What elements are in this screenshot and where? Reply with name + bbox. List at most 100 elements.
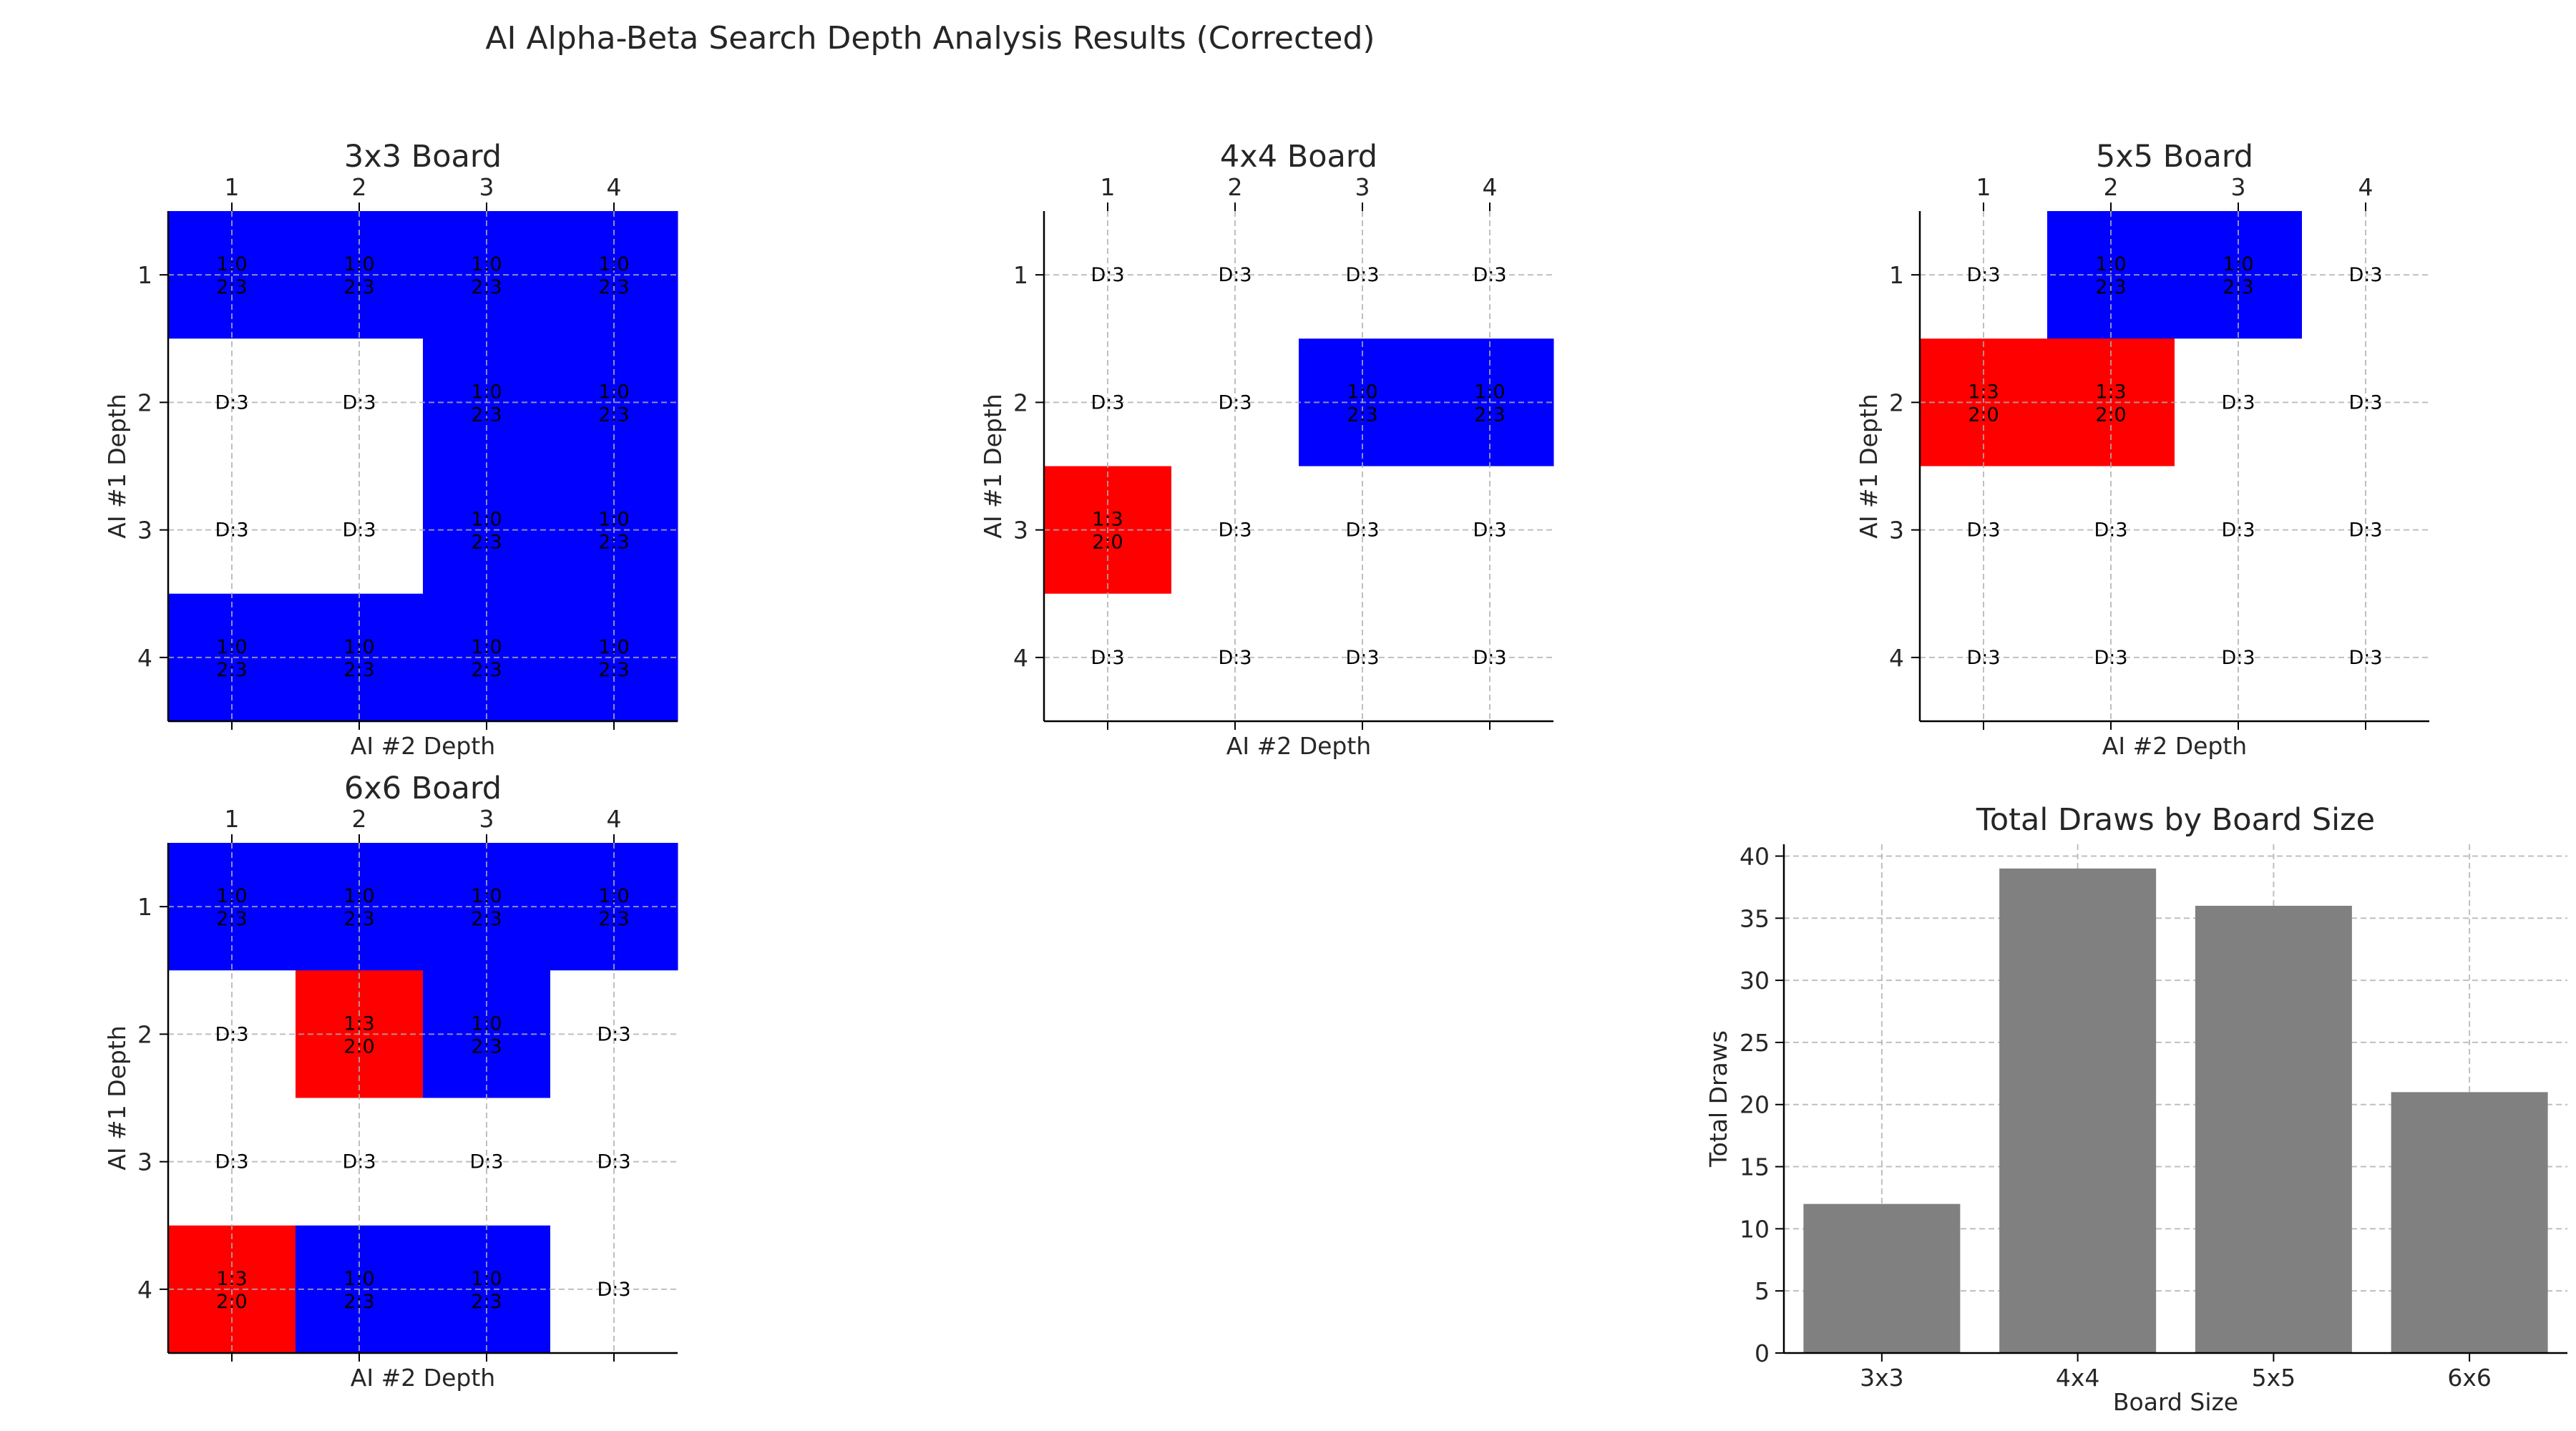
y-tick-label: 3 xyxy=(1889,517,1904,544)
y-tick-label: 3 xyxy=(1013,517,1028,544)
cell-label: D:3 xyxy=(469,1151,503,1173)
charts-group: 1:02:31:02:31:02:31:02:3D:3 D:3 1:02:31:02… xyxy=(103,139,2567,1416)
x-tick-label: 3x3 xyxy=(1860,1364,1904,1392)
cell-label: D:3 xyxy=(1345,264,1379,286)
cell-label: 2:3 xyxy=(471,1291,502,1313)
y-axis-label: AI #1 Depth xyxy=(1855,394,1883,538)
cell-label: 2:3 xyxy=(343,659,374,681)
cell-label: D:3 xyxy=(597,1023,630,1045)
cell-label: 1:0 xyxy=(216,885,247,907)
cell-label: D:3 xyxy=(1218,391,1252,414)
cell-label: 1:0 xyxy=(598,636,629,658)
heatmap-panel-4: 1:02:31:02:31:02:31:02:3D:3 1:32:01:02:3D… xyxy=(103,771,678,1392)
y-tick-label: 35 xyxy=(1740,904,1770,932)
cell-label: D:3 xyxy=(2348,264,2382,286)
cell-label: D:3 xyxy=(1966,519,2000,542)
heatmap-panel-1: 1:02:31:02:31:02:31:02:3D:3 D:3 1:02:31:02… xyxy=(103,139,678,760)
y-tick-label: 20 xyxy=(1740,1091,1770,1119)
cell-label: D:3 xyxy=(1345,519,1379,542)
y-tick-label: 1 xyxy=(137,893,152,921)
cell-label: D:3 xyxy=(342,391,376,414)
cell-label: D:3 xyxy=(1091,647,1124,669)
y-tick-label: 2 xyxy=(137,389,152,416)
cell-label: 1:0 xyxy=(471,381,502,403)
cell-label: D:3 xyxy=(215,391,248,414)
cell-label: 2:0 xyxy=(2095,404,2126,426)
cell-label: D:3 xyxy=(2094,519,2127,542)
cell-label: D:3 xyxy=(597,1151,630,1173)
cell-label: 1:0 xyxy=(343,253,374,275)
y-tick-label: 15 xyxy=(1740,1153,1770,1181)
cell-label: 2:3 xyxy=(471,276,502,298)
x-tick-label: 4 xyxy=(607,805,622,833)
cell-label: D:3 xyxy=(2348,391,2382,414)
cell-label: 2:3 xyxy=(598,276,629,298)
x-tick-label: 3 xyxy=(479,173,494,201)
y-tick-label: 1 xyxy=(1013,261,1028,289)
cell-label: 2:3 xyxy=(343,908,374,930)
cell-label: 1:0 xyxy=(343,636,374,658)
y-tick-label: 40 xyxy=(1740,842,1770,870)
figure-title: AI Alpha-Beta Search Depth Analysis Resu… xyxy=(485,20,1375,57)
x-tick-label: 2 xyxy=(2104,173,2119,201)
chart-title: Total Draws by Board Size xyxy=(1976,802,2375,838)
y-tick-label: 4 xyxy=(137,1276,152,1304)
cell-label: 2:0 xyxy=(1092,532,1123,554)
cell-label: D:3 xyxy=(1218,519,1252,542)
cell-label: 2:3 xyxy=(598,659,629,681)
cell-label: 2:3 xyxy=(216,659,247,681)
cell-label: D:3 xyxy=(2094,647,2127,669)
y-tick-label: 4 xyxy=(1889,644,1904,672)
y-tick-label: 1 xyxy=(1889,261,1904,289)
cell-label: 1:0 xyxy=(216,636,247,658)
cell-label: 2:3 xyxy=(471,404,502,426)
cell-label: D:3 xyxy=(1345,647,1379,669)
cell-label: D:3 xyxy=(1091,391,1124,414)
cell-label: D:3 xyxy=(1966,264,2000,286)
cell-label: 2:3 xyxy=(471,532,502,554)
x-axis-label: AI #2 Depth xyxy=(351,732,495,760)
y-tick-label: 30 xyxy=(1740,967,1770,995)
cell-label: D:3 xyxy=(1966,647,2000,669)
x-tick-label: 3 xyxy=(1355,173,1370,201)
y-tick-label: 3 xyxy=(137,1148,152,1176)
y-tick-label: 2 xyxy=(1889,389,1904,416)
x-tick-label: 1 xyxy=(225,173,240,201)
y-tick-label: 4 xyxy=(137,644,152,672)
cell-label: 1:0 xyxy=(471,885,502,907)
x-tick-label: 1 xyxy=(1101,173,1116,201)
cell-label: 1:0 xyxy=(598,885,629,907)
cell-label: D:3 xyxy=(1473,519,1506,542)
cell-label: D:3 xyxy=(215,1023,248,1045)
cell-label: 2:0 xyxy=(1968,404,1999,426)
cell-label: D:3 xyxy=(1091,264,1124,286)
cell-label: D:3 xyxy=(342,519,376,542)
cell-label: 1:0 xyxy=(471,1268,502,1290)
x-tick-label: 2 xyxy=(1228,173,1243,201)
cell-label: 2:3 xyxy=(598,908,629,930)
y-tick-label: 25 xyxy=(1740,1029,1770,1057)
cell-label: D:3 xyxy=(215,519,248,542)
x-tick-label: 4 xyxy=(607,173,622,201)
y-axis-label: AI #1 Depth xyxy=(103,394,131,538)
cell-label: 1:3 xyxy=(216,1268,247,1290)
y-tick-label: 0 xyxy=(1755,1339,1770,1367)
chart-title: 4x4 Board xyxy=(1220,139,1377,175)
cell-label: 1:0 xyxy=(598,381,629,403)
cell-label: 2:3 xyxy=(2223,276,2253,298)
cell-label: 2:3 xyxy=(471,908,502,930)
cell-label: 1:3 xyxy=(1968,381,1999,403)
y-tick-label: 3 xyxy=(137,517,152,544)
cell-label: 2:3 xyxy=(216,908,247,930)
x-tick-label: 2 xyxy=(352,805,367,833)
y-tick-label: 2 xyxy=(1013,389,1028,416)
cell-label: 1:0 xyxy=(471,509,502,531)
x-tick-label: 6x6 xyxy=(2447,1364,2492,1392)
bar xyxy=(1803,1203,1961,1353)
cell-label: 2:3 xyxy=(471,659,502,681)
x-tick-label: 1 xyxy=(1976,173,1991,201)
cell-label: D:3 xyxy=(2221,647,2255,669)
cell-label: 1:0 xyxy=(1474,381,1505,403)
bar-chart-panel: 0 5 10 15 20 25 30 35 40 3x3 4x4 5x5 6x6 Total Draws … xyxy=(1704,802,2567,1416)
